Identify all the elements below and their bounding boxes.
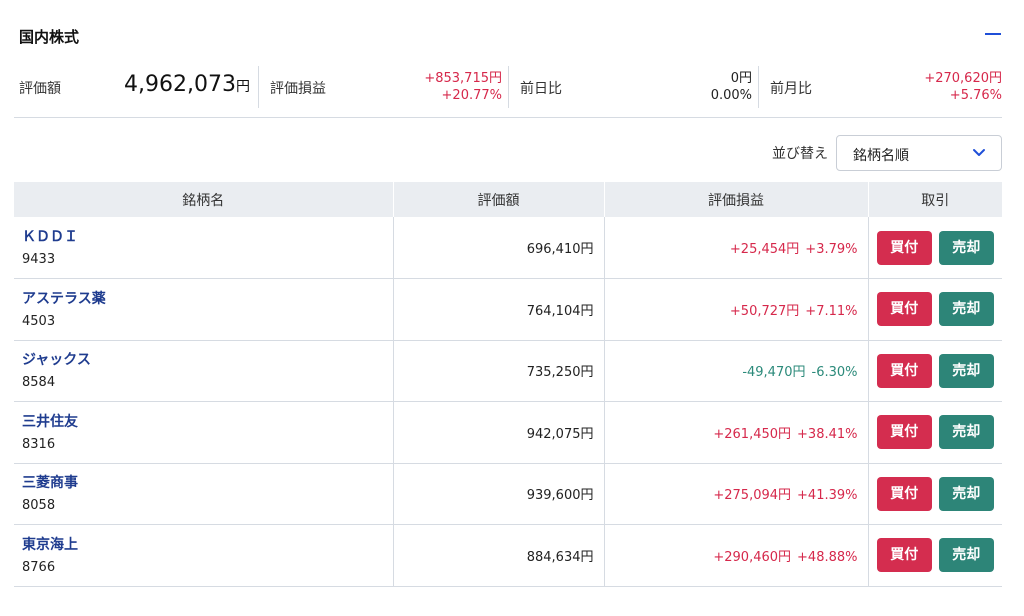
section-header: 国内株式 <box>14 0 1002 58</box>
profit-loss-cell: +290,460円 +48.88% <box>603 524 868 587</box>
divider <box>258 66 259 108</box>
stock-code: 8316 <box>22 436 56 452</box>
sort-row: 並び替え 銘柄名順 <box>14 118 1002 182</box>
buy-button[interactable]: 買付 <box>876 230 932 265</box>
valuation-value: 4,962,073円 <box>124 72 250 97</box>
sell-button[interactable]: 売却 <box>938 292 994 327</box>
trade-cell: 買付 売却 <box>867 463 1002 525</box>
stock-cell: 東京海上 8766 <box>14 524 393 587</box>
profit-loss-amount: +50,727円 <box>729 303 800 319</box>
valuation-label: 評価額 <box>19 81 61 97</box>
stock-name-link[interactable]: 三菱商事 <box>22 475 78 492</box>
chevron-down-icon <box>973 149 985 156</box>
stock-cell: 三菱商事 8058 <box>14 463 393 525</box>
valuation-cell: 735,250円 <box>392 340 604 402</box>
table-header-row: 銘柄名 評価額 評価損益 取引 <box>14 182 1002 217</box>
stock-code: 8058 <box>22 498 56 514</box>
stock-code: 8766 <box>22 559 56 575</box>
valuation-cell: 764,104円 <box>392 278 604 341</box>
minus-icon[interactable] <box>985 33 1001 35</box>
header-profit-loss[interactable]: 評価損益 <box>604 182 869 217</box>
trade-cell: 買付 売却 <box>867 340 1002 402</box>
sell-button[interactable]: 売却 <box>938 415 994 450</box>
profit-loss-amount: +25,454円 <box>729 242 800 257</box>
divider <box>758 66 759 108</box>
valuation-cell: 939,600円 <box>392 463 604 525</box>
profit-loss-percent: +48.88% <box>797 549 858 565</box>
table-row: 三菱商事 8058 939,600円 +275,094円 +41.39% 買付 売却 <box>14 463 1002 525</box>
sell-button[interactable]: 売却 <box>938 476 994 511</box>
profit-loss-cell: +50,727円 +7.11% <box>603 278 868 341</box>
stock-cell: ＫＤＤＩ 9433 <box>14 217 393 279</box>
divider <box>508 66 509 108</box>
stock-cell: アステラス薬 4503 <box>14 278 393 341</box>
buy-button[interactable]: 買付 <box>876 538 932 573</box>
stock-name-link[interactable]: ジャックス <box>22 352 91 369</box>
stock-code: 4503 <box>22 313 56 329</box>
month-change-label: 前月比 <box>770 81 812 97</box>
sell-button[interactable]: 売却 <box>938 353 994 388</box>
domestic-stocks-panel: 国内株式 評価額 4,962,073円 評価損益 +853,715円 +20.7… <box>14 0 1002 587</box>
stock-code: 9433 <box>22 252 56 267</box>
pl-amount: +853,715円 <box>424 71 502 86</box>
profit-loss-cell: +261,450円 +38.41% <box>603 401 868 464</box>
buy-button[interactable]: 買付 <box>876 292 932 327</box>
valuation-cell: 942,075円 <box>392 401 604 464</box>
profit-loss-amount: -49,470円 <box>742 365 806 381</box>
holdings-table: 銘柄名 評価額 評価損益 取引 ＫＤＤＩ 9433 696,410円 +25,454円… <box>14 182 1002 587</box>
valuation-cell: 696,410円 <box>392 217 604 279</box>
profit-loss-amount: +290,460円 <box>713 549 792 565</box>
table-row: 東京海上 8766 884,634円 +290,460円 +48.88% 買付 売却 <box>14 524 1002 587</box>
table-row: アステラス薬 4503 764,104円 +50,727円 +7.11% 買付 売却 <box>14 278 1002 341</box>
trade-cell: 買付 売却 <box>867 401 1002 464</box>
trade-cell: 買付 売却 <box>867 278 1002 341</box>
profit-loss-cell: -49,470円 -6.30% <box>603 340 868 402</box>
profit-loss-percent: +38.41% <box>797 426 858 442</box>
stock-code: 8584 <box>22 375 56 391</box>
trade-cell: 買付 売却 <box>867 217 1002 279</box>
sell-button[interactable]: 売却 <box>938 538 994 573</box>
table-row: 三井住友 8316 942,075円 +261,450円 +38.41% 買付 売却 <box>14 401 1002 464</box>
stock-name-link[interactable]: ＫＤＤＩ <box>22 229 78 245</box>
sort-selected-value: 銘柄名順 <box>853 148 909 164</box>
day-change-amount: 0円 <box>730 71 752 86</box>
profit-loss-percent: -6.30% <box>811 365 858 381</box>
sell-button[interactable]: 売却 <box>938 230 994 265</box>
month-change-percent: +5.76% <box>949 88 1002 103</box>
valuation-cell: 884,634円 <box>392 524 604 587</box>
trade-cell: 買付 売却 <box>867 524 1002 587</box>
stock-cell: ジャックス 8584 <box>14 340 393 402</box>
profit-loss-amount: +261,450円 <box>713 426 792 442</box>
header-name[interactable]: 銘柄名 <box>14 182 394 217</box>
header-trade: 取引 <box>868 182 1002 217</box>
profit-loss-cell: +275,094円 +41.39% <box>603 463 868 525</box>
profit-loss-amount: +275,094円 <box>713 488 792 504</box>
buy-button[interactable]: 買付 <box>876 353 932 388</box>
pl-percent: +20.77% <box>441 88 502 103</box>
section-title: 国内株式 <box>19 28 80 46</box>
profit-loss-percent: +41.39% <box>797 488 858 504</box>
sort-select[interactable]: 銘柄名順 <box>836 135 1002 171</box>
stock-name-link[interactable]: 東京海上 <box>22 536 78 553</box>
summary-bar: 評価額 4,962,073円 評価損益 +853,715円 +20.77% 前日… <box>14 58 1002 118</box>
buy-button[interactable]: 買付 <box>876 415 932 450</box>
day-change-percent: 0.00% <box>710 88 752 103</box>
stock-name-link[interactable]: 三井住友 <box>22 413 78 430</box>
month-change-amount: +270,620円 <box>924 71 1002 86</box>
table-row: ＫＤＤＩ 9433 696,410円 +25,454円 +3.79% 買付 売却 <box>14 217 1002 279</box>
profit-loss-percent: +3.79% <box>805 242 858 257</box>
stock-cell: 三井住友 8316 <box>14 401 393 464</box>
stock-name-link[interactable]: アステラス薬 <box>22 290 106 307</box>
sort-label: 並び替え <box>772 146 828 162</box>
buy-button[interactable]: 買付 <box>876 476 932 511</box>
header-valuation[interactable]: 評価額 <box>393 182 605 217</box>
profit-loss-cell: +25,454円 +3.79% <box>603 217 868 279</box>
day-change-label: 前日比 <box>520 81 562 97</box>
pl-label: 評価損益 <box>270 81 326 97</box>
profit-loss-percent: +7.11% <box>805 303 858 319</box>
table-row: ジャックス 8584 735,250円 -49,470円 -6.30% 買付 売却 <box>14 340 1002 402</box>
